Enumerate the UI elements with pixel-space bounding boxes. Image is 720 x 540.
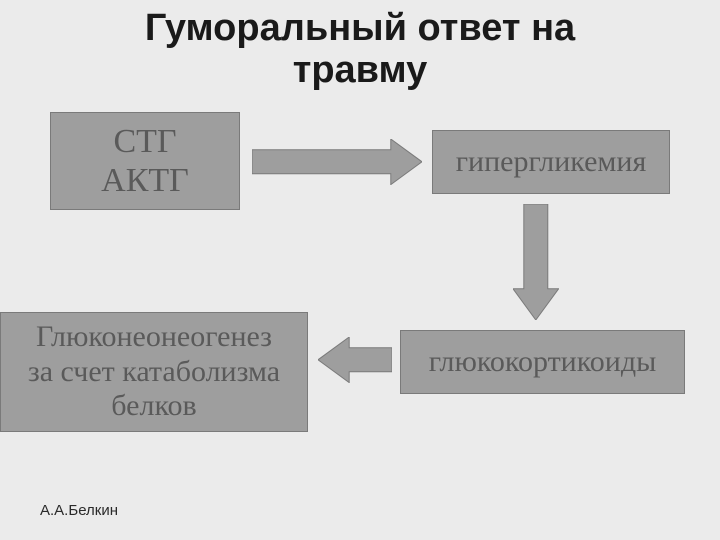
node-gluconeogenesis: Глюконеонеогенез за счет катаболизма бел…: [0, 312, 308, 432]
node-glucocorticoids: глюкокортикоиды: [400, 330, 685, 394]
title-line2: травму: [293, 49, 428, 91]
node-stg-line2: АКТГ: [101, 162, 189, 199]
node-hyper-label: гипергликемия: [456, 145, 647, 180]
title-line1: Гуморальный ответ на: [145, 7, 575, 49]
node-gluco-label: глюкокортикоиды: [429, 345, 657, 380]
node-gluconeo-line2: за счет катаболизма: [28, 355, 280, 388]
arrow-hyper-to-gluco: [513, 204, 559, 320]
node-stg-line1: СТГ: [113, 123, 176, 160]
node-hyperglycemia: гипергликемия: [432, 130, 670, 194]
node-gluconeo-line3: белков: [111, 389, 196, 422]
arrow-stg-to-hyper: [252, 139, 422, 185]
arrow-gluco-to-gluconeo: [318, 337, 392, 383]
page-title: Гуморальный ответ на травму: [0, 0, 720, 92]
footer-author: А.А.Белкин: [40, 502, 118, 519]
node-gluconeo-line1: Глюконеонеогенез: [36, 320, 272, 353]
node-stg-aktg: СТГ АКТГ: [50, 112, 240, 210]
